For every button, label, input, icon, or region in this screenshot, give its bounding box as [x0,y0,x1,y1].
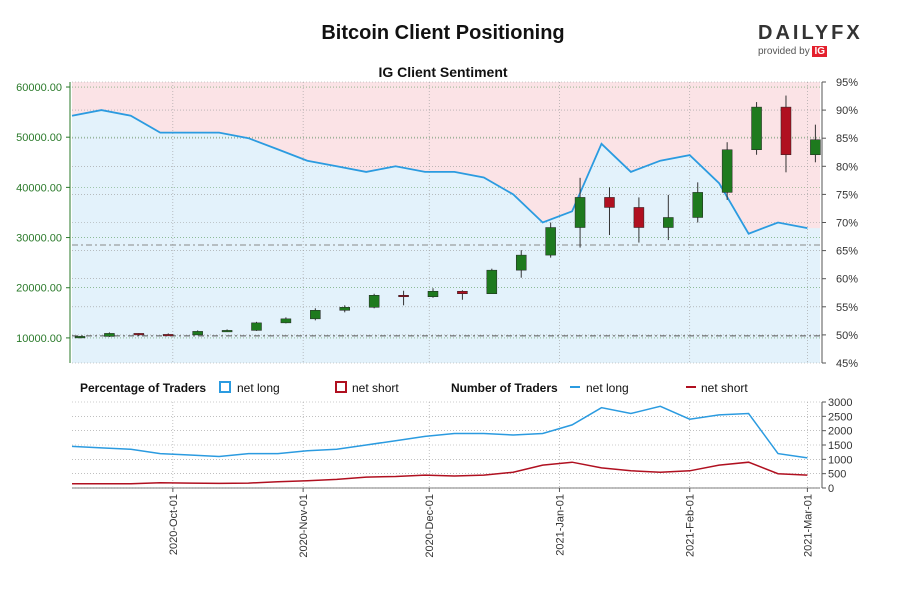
candle-body [310,310,321,320]
net-long-area [72,110,820,363]
net-long-percentage-line [71,109,808,235]
candle-body [545,227,556,256]
legend-pct-heading: Percentage of Traders [80,381,206,395]
legend-pct-short-label: net short [352,381,399,395]
candle-body [515,254,527,271]
ig-brand-mark: IG [812,46,828,57]
price-axis-tick-label: 30000.00 [16,233,62,245]
legend-pct-long-label: net long [237,381,280,395]
traders-axis-tick-label: 2000 [828,426,852,438]
traders-axis-tick-label: 0 [828,483,834,495]
candle-body [810,139,821,156]
price-axis-tick-label: 10000.00 [16,333,62,345]
net-short-traders-line [72,461,808,485]
candle-body [457,290,468,295]
traders-axis-tick-label: 1500 [828,440,852,452]
date-axis-labels: 2020-Oct-01 2020-Nov-01 2020-Dec-01 2021-Ja… [168,488,814,558]
logo-provided-text: provided by [758,46,810,57]
candle-body [751,106,762,150]
reference-lines [72,244,820,337]
candle-body [604,197,615,208]
date-axis-tick-label: 2021-Jan-01 [555,494,567,556]
candle-body [221,330,233,333]
legend-pct-short-swatch [335,381,347,393]
traders-axis-tick-label: 1000 [828,454,852,466]
sentiment-axis-tick-label: 90% [836,105,858,117]
price-axis-tick-label: 20000.00 [16,283,62,295]
net-long-percentage-series [71,109,808,235]
traders-axis-tick-label: 2500 [828,411,852,423]
candle-body [162,334,174,337]
candle-body [133,333,145,336]
candle-body [104,333,115,337]
price-axis-tick-label: 50000.00 [16,132,62,144]
candle-body [780,106,792,156]
candle-body [486,269,498,295]
sentiment-axis-tick-label: 65% [836,246,858,258]
date-axis-tick-label: 2021-Mar-01 [802,494,814,557]
candle-body [368,295,380,308]
traders-panel-axes: 0 500 1000 1500 2000 2500 3000 [72,397,852,495]
sentiment-axis-tick-label: 60% [836,274,858,286]
logo-wordmark: DAILYFX [758,22,868,44]
chart-title: Bitcoin Client Positioning [321,22,565,44]
candle-body [692,192,703,218]
legend: Percentage of Traders net long net short… [80,381,748,395]
logo-provided-by: provided by IG [758,46,868,57]
price-axis-tick-label: 40000.00 [16,182,62,194]
price-panel-grid [72,81,820,364]
dailyfx-logo: DAILYFX provided by IG [758,22,868,57]
sentiment-axis-tick-label: 70% [836,218,858,230]
sentiment-axis-tick-label: 45% [836,358,858,370]
sentiment-axis-tick-label: 85% [836,133,858,145]
sentiment-axis-tick-label: 75% [836,189,858,201]
date-axis-tick-label: 2020-Nov-01 [298,494,310,558]
candle-body [251,322,262,331]
legend-num-heading: Number of Traders [451,381,558,395]
price-panel-background [72,82,820,363]
price-candles [74,95,821,339]
candle-body [192,331,203,336]
candle-body [574,197,586,228]
candle-body [74,336,86,339]
candle-body [633,207,645,228]
sentiment-axis-tick-label: 55% [836,302,858,314]
logo-word-right: FX [831,22,863,44]
candle-body [663,217,674,228]
date-axis-tick-label: 2021-Feb-01 [685,494,697,557]
sentiment-axis-tick-label: 80% [836,161,858,173]
candle-body [339,307,350,311]
legend-num-short-label: net short [701,381,748,395]
candle-body [280,318,292,324]
traders-axis-tick-label: 500 [828,469,846,481]
traders-series [71,405,808,485]
candle-body [721,149,733,193]
date-axis-tick-label: 2020-Dec-01 [424,494,436,558]
sentiment-axis-tick-label: 95% [836,77,858,89]
candle-body [398,295,409,298]
sentiment-axis-tick-label: 50% [836,330,858,342]
price-axis-tick-label: 60000.00 [16,82,62,94]
legend-pct-long-swatch [219,381,231,393]
legend-num-long-label: net long [586,381,629,395]
date-axis-tick-label: 2020-Oct-01 [168,494,180,555]
logo-word-left: DAILY [758,22,832,44]
traders-axis-tick-label: 3000 [828,397,852,409]
traders-panel-grid [72,401,820,489]
net-long-traders-line [71,405,808,459]
chart-subtitle: IG Client Sentiment [378,64,508,80]
price-panel-axes: 10000.00 20000.00 30000.00 40000.00 50000.00… [16,77,858,370]
candle-body [427,290,439,298]
